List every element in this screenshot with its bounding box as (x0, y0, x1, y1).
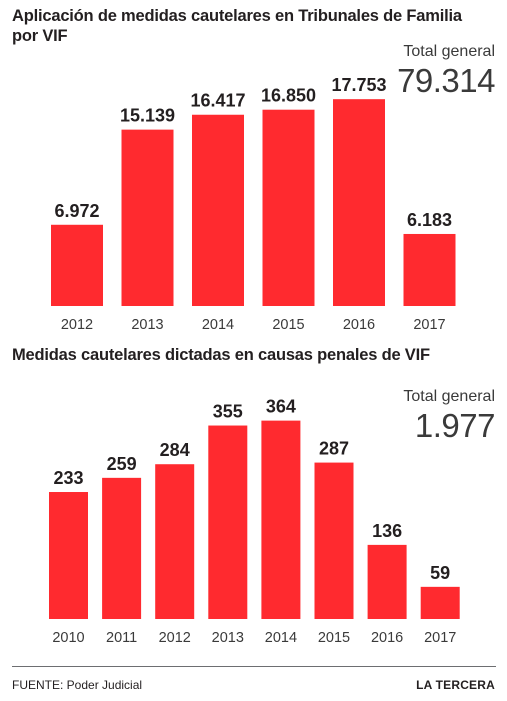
bar-2012 (51, 224, 103, 306)
bar-value-label: 59 (430, 563, 450, 583)
bar-value-label: 233 (53, 468, 83, 488)
bar-2012 (155, 464, 195, 619)
x-tick-label: 2014 (265, 630, 297, 646)
chart-title: Aplicación de medidas cautelares en Trib… (12, 7, 462, 45)
bar-2013 (208, 425, 248, 619)
chart-medidas-causas-penales: Medidas cautelares dictadas en causas pe… (0, 340, 507, 658)
x-tick-label: 2013 (212, 630, 244, 646)
x-tick-label: 2011 (106, 630, 137, 646)
x-tick-label: 2016 (371, 630, 403, 646)
x-tick-label: 2017 (413, 317, 445, 333)
total-label: Total general (403, 388, 495, 405)
bar-value-label: 355 (213, 402, 243, 422)
x-tick-label: 2012 (61, 317, 93, 333)
x-tick-label: 2015 (318, 630, 350, 646)
total-value: 79.314 (397, 62, 495, 99)
x-tick-label: 2014 (202, 317, 234, 333)
bar-value-label: 6.183 (407, 210, 452, 230)
publisher-brand: LA TERCERA (416, 678, 495, 692)
bar-value-label: 259 (107, 454, 137, 474)
bar-2013 (121, 129, 174, 306)
bar-2010 (49, 492, 88, 619)
bar-2017 (403, 233, 456, 306)
bar-2014 (261, 420, 301, 619)
chart-title: Medidas cautelares dictadas en causas pe… (12, 346, 430, 364)
bar-value-label: 136 (372, 521, 402, 541)
bar-2015 (314, 462, 354, 619)
bar-chart-plot: 233 2010 259 2011 284 2012 355 2013 364 2014 287 20… (49, 397, 460, 646)
bar-value-label: 15.139 (120, 106, 175, 126)
bar-2014 (192, 114, 244, 307)
bar-value-label: 284 (160, 440, 190, 460)
bar-value-label: 16.417 (190, 91, 245, 111)
x-tick-label: 2012 (159, 630, 191, 646)
bar-value-label: 287 (319, 439, 349, 459)
bar-2011 (102, 477, 142, 619)
bar-value-label: 6.972 (54, 201, 99, 221)
bar-2016 (367, 544, 407, 619)
x-tick-label: 2017 (424, 630, 456, 646)
footer-divider (12, 666, 496, 667)
x-tick-label: 2010 (52, 630, 84, 646)
bar-value-label: 16.850 (261, 86, 316, 106)
x-tick-label: 2013 (131, 317, 163, 333)
x-tick-label: 2015 (272, 317, 304, 333)
x-tick-label: 2016 (343, 317, 375, 333)
total-label: Total general (403, 43, 495, 60)
bar-2016 (333, 99, 385, 306)
chart-medidas-tribunales-familia: Aplicación de medidas cautelares en Trib… (0, 0, 507, 340)
bar-value-label: 364 (266, 397, 296, 417)
bar-chart-plot: 6.972 2012 15.139 2013 16.417 2014 16.850 2015 1… (51, 75, 456, 333)
bar-2015 (262, 109, 315, 306)
bar-2017 (420, 586, 460, 619)
source-credit: FUENTE: Poder Judicial (12, 678, 143, 692)
bar-value-label: 17.753 (331, 75, 386, 95)
total-value: 1.977 (414, 407, 496, 444)
